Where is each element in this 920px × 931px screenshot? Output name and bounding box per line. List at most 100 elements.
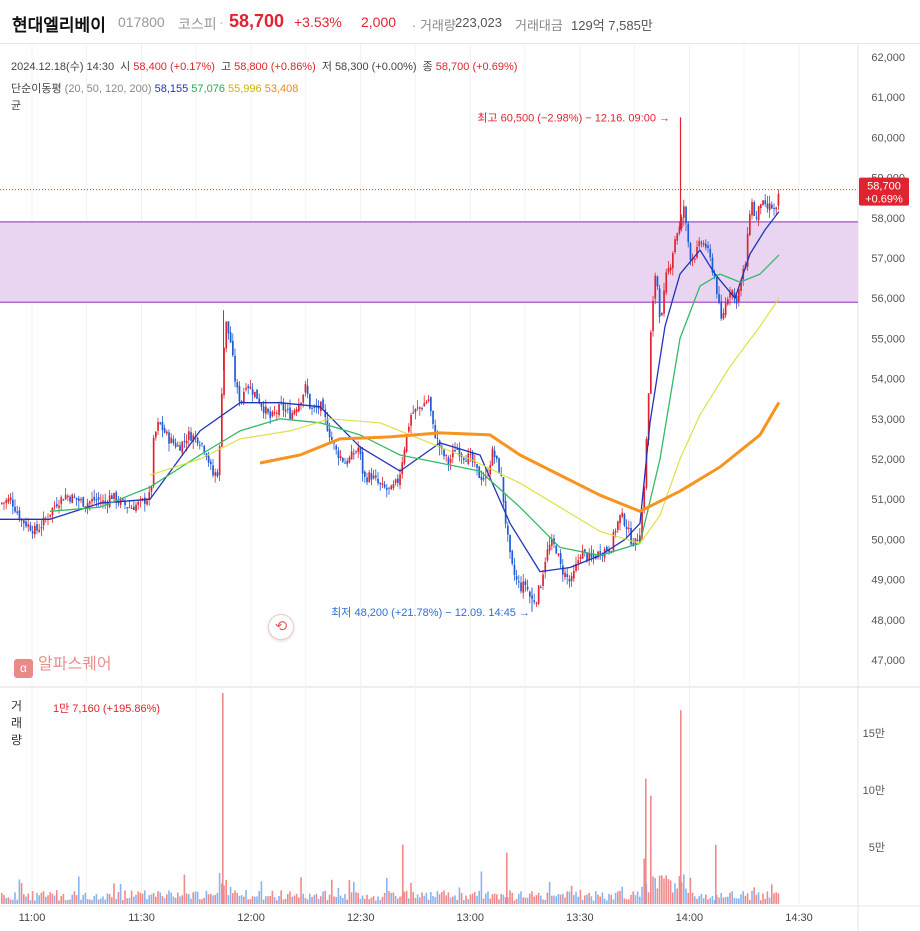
ma-legend[interactable]: 단순이동평 (20, 50, 120, 200) 58,155 57,076 5… [11,80,298,96]
candle [625,526,628,530]
volume-bar [711,896,714,904]
candle [366,477,368,483]
high-value: 58,800 (+0.86%) [234,61,316,73]
volume-bar [370,897,373,904]
candle [137,501,140,505]
volume-bar [632,891,634,904]
candle [502,477,505,503]
volume-bar [141,893,144,904]
candle [443,449,445,457]
volume-bar [610,894,612,904]
candle [27,524,30,527]
candle [364,471,366,477]
candle [661,312,663,316]
volume-bar [304,897,307,904]
volume-bar [522,897,524,904]
candle [269,411,272,418]
volume-bar [203,897,205,904]
stock-code: 017800 [118,14,165,30]
volume-bar [753,887,755,904]
candle [181,441,184,453]
volume-bar [115,898,117,904]
volume-bar [408,898,410,904]
candle [20,519,23,521]
candle [331,436,333,440]
candle [293,410,296,415]
candle [667,268,670,273]
candle [599,551,602,557]
volume-bar [749,899,751,904]
candle [201,443,203,445]
volume-bar [394,895,397,904]
candle [108,495,111,508]
separator-dot: · [219,14,224,30]
candle [687,223,690,243]
volume-bar [751,890,753,904]
candle [707,245,709,248]
candle [581,550,584,559]
candle [669,267,672,271]
candle [124,501,126,506]
x-tick-label: 13:30 [566,912,594,924]
volume-bar [51,893,54,904]
volume-bar [122,900,124,904]
volume-bar [38,895,40,904]
candle [496,455,498,459]
volume-bar [106,893,109,904]
trade-amount-label: 거래대금 [515,18,563,33]
candle [97,497,100,500]
candle [427,399,430,402]
volume-bar [214,894,216,904]
candle [570,576,573,581]
volume-bar [691,892,694,904]
volume-bar [82,894,84,904]
y-tick-label: 60,000 [871,132,905,144]
price-chart[interactable]: 11:00 11:30 12:00 12:30 13:00 13:30 14:00 14:30… [0,44,920,931]
candle [683,206,685,218]
volume-bar [581,899,584,904]
volume-bar [421,892,423,904]
volume-bar [566,891,568,904]
candle [375,475,377,478]
candle [267,408,269,413]
candle [38,529,41,532]
candle [544,561,547,573]
candle [738,289,740,302]
candle [31,531,34,534]
volume-bar [696,898,698,904]
volume-bar [150,894,153,904]
ma-line-50 [49,254,780,557]
volume-bar [381,896,384,904]
volume-bar [647,892,650,904]
volume-bar [755,894,758,904]
candle [188,431,190,440]
volume-bar [463,900,465,904]
candle [144,497,146,504]
stock-name[interactable]: 현대엘리베이 [12,16,106,35]
candle [641,512,643,538]
ma-line-120 [149,298,780,544]
volume-bar [436,891,439,904]
volume-bar [724,896,727,904]
volume-bar [320,896,322,904]
candle [192,435,195,442]
volume-bar [7,897,10,904]
candle [533,600,536,603]
candle [397,478,399,483]
candle [111,495,113,500]
volume-bar [194,891,197,904]
volume-bar [295,893,298,904]
volume-bar [619,890,621,904]
volume-bar [634,895,637,904]
volume-bar [225,879,227,904]
candle [328,429,331,438]
volume-bar [562,893,564,904]
volume-bar [568,891,571,904]
volume-bar [764,898,766,904]
candle [476,464,478,468]
volume-bar [355,892,357,904]
volume-bar [716,895,718,904]
volume-bar [590,896,593,904]
volume-bar [366,894,368,904]
back-arrow-icon[interactable]: ⟲ [268,614,294,640]
